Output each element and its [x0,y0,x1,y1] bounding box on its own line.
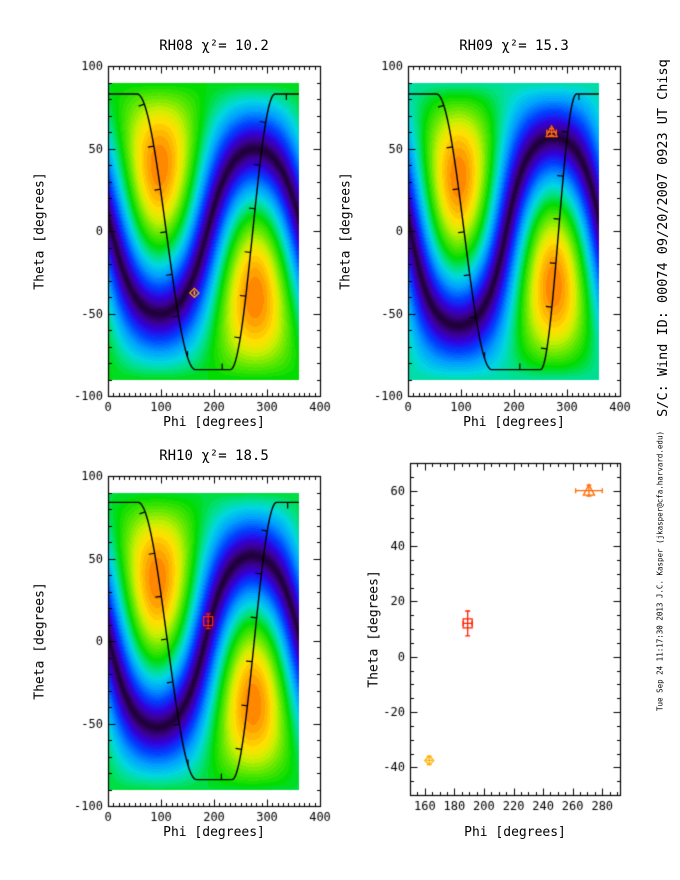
scatter-ylabel: Theta [degrees] [366,570,382,688]
plot-rh08-title: RH08 χ²= 10.2 [159,38,269,54]
plot-rh09-ylabel: Theta [degrees] [338,172,354,290]
plot-rh09-title: RH09 χ²= 15.3 [459,38,569,54]
margin-annotation-credit: Tue Sep 24 11:17:30 2013 J.C. Kasper (jk… [655,431,665,711]
margin-annotation-spacecraft: S/C: Wind ID: 00074 09/20/2007 0923 UT C… [655,59,671,417]
plot-rh08-xlabel: Phi [degrees] [163,415,265,430]
plot-rh10-ylabel: Theta [degrees] [32,582,48,700]
scatter-xlabel: Phi [degrees] [464,825,566,840]
plot-rh09-xlabel: Phi [degrees] [463,415,565,430]
plot-rh10-xlabel: Phi [degrees] [163,825,265,840]
plot-rh08-ylabel: Theta [degrees] [32,172,48,290]
plot-rh10-title: RH10 χ²= 18.5 [159,448,269,464]
